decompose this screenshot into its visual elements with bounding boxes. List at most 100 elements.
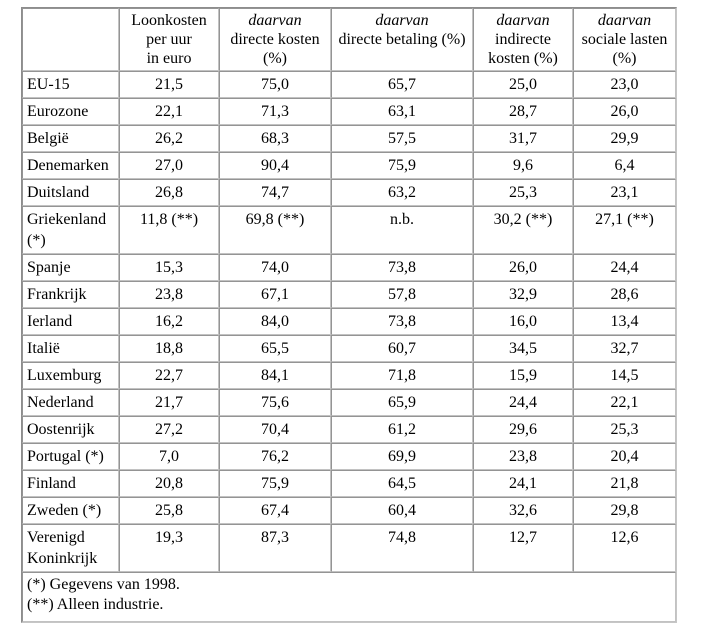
table-row: Nederland 21,7 75,6 65,9 24,4 22,1 [22, 389, 676, 416]
footnote-line-1: (*) Gegevens van 1998. [27, 576, 180, 593]
value-cell: 75,9 [331, 152, 473, 179]
value-cell: 67,4 [219, 497, 331, 524]
table-row: Italië 18,8 65,5 60,7 34,5 32,7 [22, 335, 676, 362]
value-cell: 11,8 (**) [119, 206, 219, 254]
value-cell: 73,8 [331, 254, 473, 281]
country-cell: Verenigd Koninkrijk [22, 524, 119, 572]
header-line: (%) [612, 50, 637, 67]
country-cell: Luxemburg [22, 362, 119, 389]
country-cell: Griekenland (*) [22, 206, 119, 254]
value-cell: 74,7 [219, 179, 331, 206]
table-row: Finland 20,8 75,9 64,5 24,1 21,8 [22, 470, 676, 497]
value-cell: 65,5 [219, 335, 331, 362]
value-cell: 68,3 [219, 125, 331, 152]
corner-cell [22, 8, 119, 71]
value-cell: 12,6 [573, 524, 676, 572]
header-em-daarvan: daarvan [248, 12, 302, 29]
value-cell: 34,5 [473, 335, 573, 362]
country-cell: Spanje [22, 254, 119, 281]
value-cell: 15,9 [473, 362, 573, 389]
table-row: Duitsland 26,8 74,7 63,2 25,3 23,1 [22, 179, 676, 206]
table-row: Oostenrijk 27,2 70,4 61,2 29,6 25,3 [22, 416, 676, 443]
value-cell: 61,2 [331, 416, 473, 443]
value-cell: 16,2 [119, 308, 219, 335]
value-cell: 63,1 [331, 98, 473, 125]
value-cell: 22,7 [119, 362, 219, 389]
footnote-cell: (*) Gegevens van 1998. (**) Alleen indus… [22, 572, 676, 622]
value-cell: 65,7 [331, 71, 473, 98]
header-loonkosten: Loonkosten per uur in euro [119, 8, 219, 71]
country-cell: Duitsland [22, 179, 119, 206]
value-cell: 69,8 (**) [219, 206, 331, 254]
value-cell: 30,2 (**) [473, 206, 573, 254]
value-cell: 63,2 [331, 179, 473, 206]
header-indirecte-kosten: daarvan indirecte kosten (%) [473, 8, 573, 71]
value-cell: 26,0 [473, 254, 573, 281]
value-cell: 23,1 [573, 179, 676, 206]
value-cell: 31,7 [473, 125, 573, 152]
value-cell: 32,9 [473, 281, 573, 308]
header-line: indirecte [495, 31, 551, 48]
table-row: Ierland 16,2 84,0 73,8 16,0 13,4 [22, 308, 676, 335]
table-row: Portugal (*) 7,0 76,2 69,9 23,8 20,4 [22, 443, 676, 470]
header-line: sociale lasten [581, 31, 668, 48]
value-cell: 14,5 [573, 362, 676, 389]
value-cell: 22,1 [573, 389, 676, 416]
value-cell: 21,5 [119, 71, 219, 98]
value-cell: 84,0 [219, 308, 331, 335]
value-cell: 75,0 [219, 71, 331, 98]
value-cell: 25,3 [473, 179, 573, 206]
value-cell: 23,8 [119, 281, 219, 308]
value-cell: 21,8 [573, 470, 676, 497]
value-cell: 18,8 [119, 335, 219, 362]
country-cell: Denemarken [22, 152, 119, 179]
value-cell: 67,1 [219, 281, 331, 308]
value-cell: n.b. [331, 206, 473, 254]
table-row: Frankrijk 23,8 67,1 57,8 32,9 28,6 [22, 281, 676, 308]
value-cell: 75,9 [219, 470, 331, 497]
value-cell: 25,8 [119, 497, 219, 524]
value-cell: 27,1 (**) [573, 206, 676, 254]
value-cell: 29,6 [473, 416, 573, 443]
value-cell: 20,8 [119, 470, 219, 497]
table-body: EU-15 21,5 75,0 65,7 25,0 23,0 Eurozone 22,1 71,… [22, 71, 676, 572]
country-cell: Ierland [22, 308, 119, 335]
header-sociale-lasten: daarvan sociale lasten (%) [573, 8, 676, 71]
value-cell: 29,8 [573, 497, 676, 524]
value-cell: 60,4 [331, 497, 473, 524]
value-cell: 7,0 [119, 443, 219, 470]
table-footnotes: (*) Gegevens van 1998. (**) Alleen indus… [22, 572, 676, 622]
header-line: Loonkosten [131, 12, 207, 29]
value-cell: 12,7 [473, 524, 573, 572]
header-line: directe betaling (%) [338, 31, 466, 48]
country-cell: EU-15 [22, 71, 119, 98]
value-cell: 22,1 [119, 98, 219, 125]
country-cell: Nederland [22, 389, 119, 416]
value-cell: 26,0 [573, 98, 676, 125]
header-line: kosten (%) [488, 50, 558, 67]
value-cell: 60,7 [331, 335, 473, 362]
table-row: EU-15 21,5 75,0 65,7 25,0 23,0 [22, 71, 676, 98]
value-cell: 76,2 [219, 443, 331, 470]
value-cell: 9,6 [473, 152, 573, 179]
value-cell: 87,3 [219, 524, 331, 572]
country-cell: Portugal (*) [22, 443, 119, 470]
value-cell: 32,6 [473, 497, 573, 524]
table-row: Denemarken 27,0 90,4 75,9 9,6 6,4 [22, 152, 676, 179]
value-cell: 27,2 [119, 416, 219, 443]
country-cell: Italië [22, 335, 119, 362]
value-cell: 23,8 [473, 443, 573, 470]
value-cell: 64,5 [331, 470, 473, 497]
value-cell: 29,9 [573, 125, 676, 152]
value-cell: 27,0 [119, 152, 219, 179]
value-cell: 74,0 [219, 254, 331, 281]
value-cell: 75,6 [219, 389, 331, 416]
value-cell: 26,8 [119, 179, 219, 206]
table-row: België 26,2 68,3 57,5 31,7 29,9 [22, 125, 676, 152]
value-cell: 32,7 [573, 335, 676, 362]
country-cell: Eurozone [22, 98, 119, 125]
header-em-daarvan: daarvan [597, 12, 652, 29]
value-cell: 24,4 [573, 254, 676, 281]
country-cell: Zweden (*) [22, 497, 119, 524]
header-row: Loonkosten per uur in euro daarvan direc… [22, 8, 676, 71]
